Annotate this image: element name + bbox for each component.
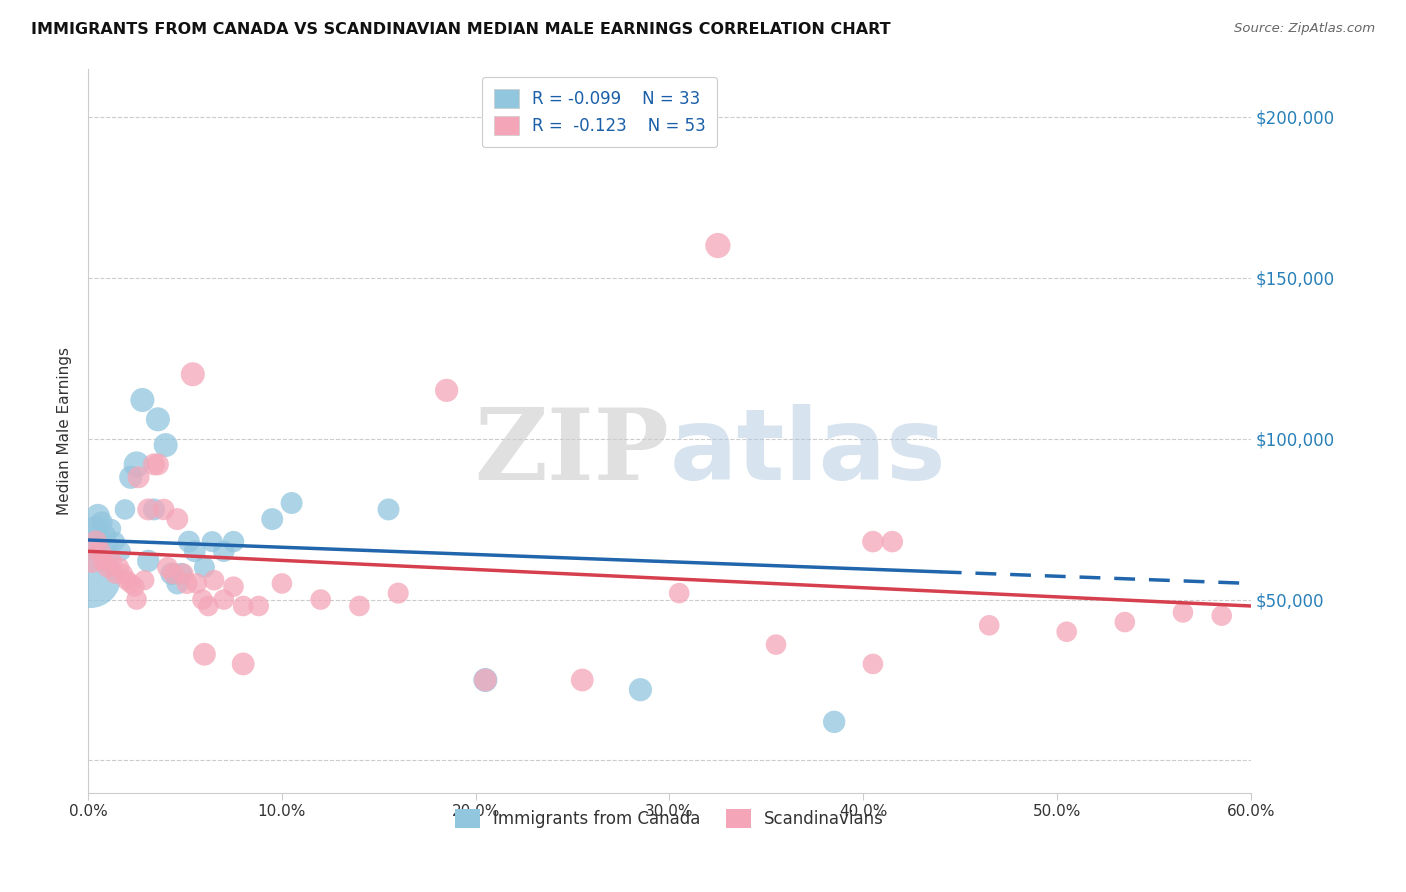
Point xyxy=(262,512,284,526)
Point xyxy=(193,560,215,574)
Point xyxy=(90,516,112,530)
Point xyxy=(166,512,188,526)
Point xyxy=(152,502,174,516)
Point xyxy=(89,544,111,558)
Point xyxy=(94,528,117,542)
Point xyxy=(120,470,142,484)
Point xyxy=(1171,606,1194,620)
Point xyxy=(146,412,169,426)
Point xyxy=(176,576,198,591)
Point xyxy=(201,534,224,549)
Point xyxy=(114,502,136,516)
Point xyxy=(1114,615,1136,629)
Point xyxy=(156,560,179,574)
Point xyxy=(436,384,458,398)
Point xyxy=(155,438,177,452)
Point xyxy=(1056,624,1078,639)
Point xyxy=(1211,608,1233,623)
Point xyxy=(823,714,845,729)
Point xyxy=(170,566,193,581)
Point xyxy=(128,470,150,484)
Text: atlas: atlas xyxy=(669,404,946,500)
Point xyxy=(212,544,235,558)
Point xyxy=(232,657,254,671)
Point xyxy=(177,534,200,549)
Point xyxy=(628,682,651,697)
Point xyxy=(707,238,730,252)
Point xyxy=(131,392,153,407)
Point xyxy=(191,592,214,607)
Point xyxy=(172,566,194,581)
Point xyxy=(979,618,1001,632)
Point xyxy=(120,576,142,591)
Point xyxy=(212,592,235,607)
Point xyxy=(882,534,904,549)
Point xyxy=(146,458,169,472)
Point xyxy=(79,570,101,584)
Text: Source: ZipAtlas.com: Source: ZipAtlas.com xyxy=(1234,22,1375,36)
Point xyxy=(100,522,122,536)
Point xyxy=(110,544,132,558)
Point xyxy=(183,544,205,558)
Point xyxy=(247,599,270,613)
Point xyxy=(115,573,138,587)
Point xyxy=(125,592,148,607)
Legend: Immigrants from Canada, Scandinavians: Immigrants from Canada, Scandinavians xyxy=(449,803,890,835)
Point xyxy=(765,638,787,652)
Point xyxy=(84,534,107,549)
Point xyxy=(96,560,118,574)
Point xyxy=(474,673,496,687)
Point xyxy=(80,534,103,549)
Point xyxy=(125,458,148,472)
Text: ZIP: ZIP xyxy=(475,404,669,500)
Point xyxy=(136,502,159,516)
Point xyxy=(143,458,166,472)
Point xyxy=(862,657,884,671)
Point xyxy=(202,573,225,587)
Point xyxy=(143,502,166,516)
Point xyxy=(349,599,371,613)
Point xyxy=(387,586,409,600)
Point xyxy=(197,599,219,613)
Point xyxy=(668,586,690,600)
Point xyxy=(136,554,159,568)
Point xyxy=(166,576,188,591)
Point xyxy=(108,560,131,574)
Point xyxy=(134,573,156,587)
Point xyxy=(377,502,399,516)
Point xyxy=(271,576,294,591)
Point xyxy=(87,508,110,523)
Point xyxy=(112,566,135,581)
Text: IMMIGRANTS FROM CANADA VS SCANDINAVIAN MEDIAN MALE EARNINGS CORRELATION CHART: IMMIGRANTS FROM CANADA VS SCANDINAVIAN M… xyxy=(31,22,890,37)
Point xyxy=(96,538,118,552)
Point xyxy=(181,368,204,382)
Point xyxy=(862,534,884,549)
Point xyxy=(124,580,146,594)
Point xyxy=(571,673,593,687)
Point xyxy=(160,566,183,581)
Point xyxy=(474,673,496,687)
Point xyxy=(100,554,122,568)
Point xyxy=(280,496,302,510)
Point xyxy=(193,647,215,661)
Point xyxy=(162,566,184,581)
Point xyxy=(80,554,103,568)
Point xyxy=(104,534,127,549)
Point xyxy=(222,580,245,594)
Point xyxy=(93,554,115,568)
Point xyxy=(186,576,208,591)
Point xyxy=(84,522,107,536)
Point xyxy=(222,534,245,549)
Point xyxy=(104,566,127,581)
Y-axis label: Median Male Earnings: Median Male Earnings xyxy=(58,347,72,515)
Point xyxy=(309,592,332,607)
Point xyxy=(232,599,254,613)
